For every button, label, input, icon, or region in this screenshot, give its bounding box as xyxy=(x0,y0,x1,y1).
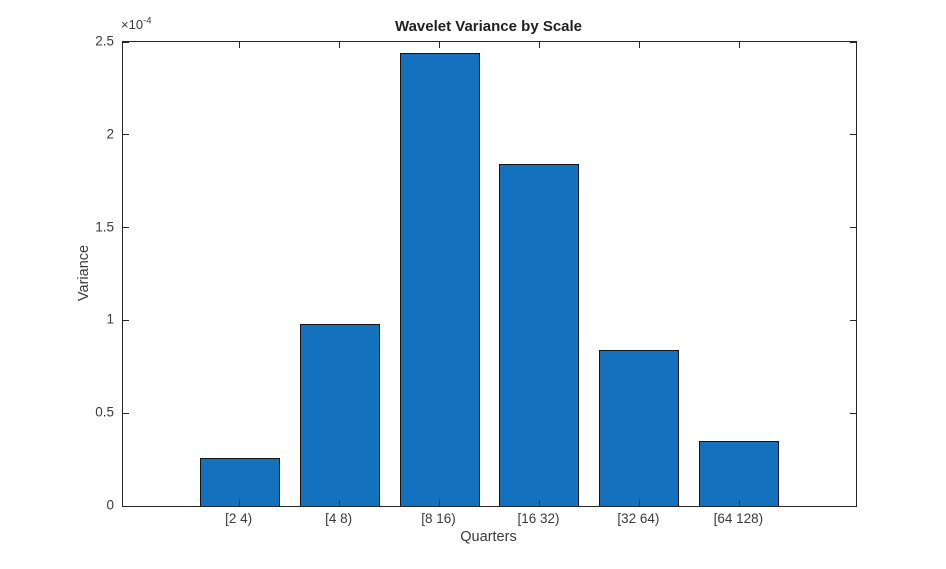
x-tick-top xyxy=(239,42,241,48)
y-axis-exponent-label: ×10-4 xyxy=(121,15,152,32)
y-tick-left xyxy=(123,41,129,43)
y-exponent-power: -4 xyxy=(143,15,152,27)
x-tick-label: [4 8) xyxy=(325,511,353,526)
y-tick-left xyxy=(123,134,129,136)
x-tick-top xyxy=(738,42,740,48)
x-tick-bottom xyxy=(538,500,540,506)
x-tick-label: [64 128) xyxy=(713,511,764,526)
bar-[64 128) xyxy=(699,441,780,506)
x-tick-top xyxy=(439,42,441,48)
x-tick-top xyxy=(538,42,540,48)
y-tick-label: 1 xyxy=(106,311,114,327)
y-tick-left xyxy=(123,227,129,229)
bar-[32 64) xyxy=(599,350,680,506)
y-tick-label: 0.5 xyxy=(95,404,114,420)
y-tick-right xyxy=(850,134,856,136)
y-axis-label: Variance xyxy=(76,244,92,302)
bar-[4 8) xyxy=(299,324,380,506)
x-tick-bottom xyxy=(638,500,640,506)
x-tick-bottom xyxy=(339,500,341,506)
y-tick-right xyxy=(850,41,856,43)
x-tick-label: [2 4) xyxy=(225,511,253,526)
x-tick-label: [8 16) xyxy=(421,511,456,526)
bar-[8 16) xyxy=(399,53,480,506)
bar-[16 32) xyxy=(499,164,580,506)
y-tick-label: 0 xyxy=(106,497,114,513)
x-tick-label: [32 64) xyxy=(617,511,660,526)
y-tick-left xyxy=(123,319,129,321)
y-tick-label: 2 xyxy=(106,126,114,142)
y-tick-label: 2.5 xyxy=(95,33,114,49)
y-tick-right xyxy=(850,227,856,229)
chart-title: Wavelet Variance by Scale xyxy=(394,18,583,35)
y-tick-left xyxy=(123,412,129,414)
x-axis-label: Quarters xyxy=(460,529,517,545)
x-tick-top xyxy=(638,42,640,48)
bar-[2 4) xyxy=(199,458,280,506)
y-tick-label: 1.5 xyxy=(95,219,114,235)
x-tick-bottom xyxy=(239,500,241,506)
y-exponent-base: ×10 xyxy=(121,17,144,32)
axes-box xyxy=(122,41,857,507)
x-tick-bottom xyxy=(738,500,740,506)
x-tick-label: [16 32) xyxy=(517,511,560,526)
x-tick-bottom xyxy=(439,500,441,506)
y-tick-right xyxy=(850,412,856,414)
y-tick-right xyxy=(850,319,856,321)
y-tick-left xyxy=(123,505,129,507)
y-tick-right xyxy=(850,505,856,507)
x-tick-top xyxy=(339,42,341,48)
